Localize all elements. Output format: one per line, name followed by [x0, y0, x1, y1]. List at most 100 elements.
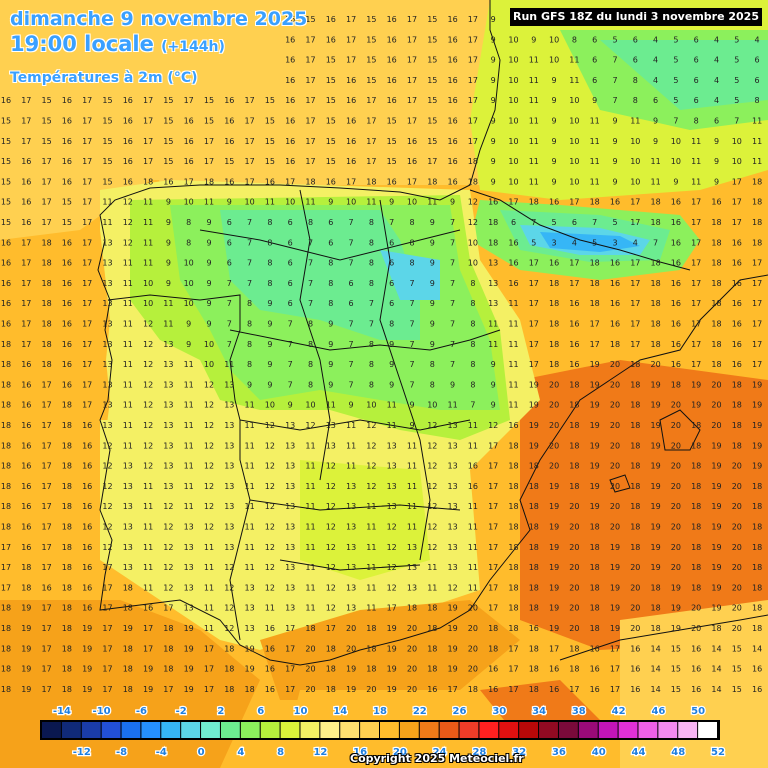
grid-temperature-value: 8: [470, 279, 475, 288]
grid-temperature-value: 11: [468, 502, 478, 511]
grid-temperature-value: 12: [427, 482, 437, 491]
grid-temperature-value: 7: [409, 380, 414, 389]
grid-temperature-value: 11: [143, 482, 153, 491]
grid-temperature-value: 20: [610, 421, 620, 430]
grid-temperature-value: 18: [326, 644, 336, 653]
grid-temperature-value: 17: [691, 198, 701, 207]
grid-temperature-value: 12: [387, 543, 397, 552]
grid-temperature-value: 9: [206, 259, 211, 268]
grid-temperature-value: 11: [143, 198, 153, 207]
grid-temperature-value: 9: [389, 340, 394, 349]
grid-temperature-value: 7: [409, 320, 414, 329]
grid-temperature-value: 16: [21, 360, 31, 369]
grid-temperature-value: 17: [305, 56, 315, 65]
grid-temperature-value: 9: [491, 96, 496, 105]
grid-temperature-value: 17: [285, 665, 295, 674]
grid-temperature-value: 20: [549, 380, 559, 389]
grid-temperature-value: 11: [651, 157, 661, 166]
grid-temperature-value: 12: [102, 482, 112, 491]
grid-temperature-value: 20: [732, 523, 742, 532]
grid-temperature-value: 16: [387, 35, 397, 44]
grid-temperature-value: 16: [82, 502, 92, 511]
grid-temperature-value: 19: [184, 644, 194, 653]
grid-temperature-value: 17: [468, 117, 478, 126]
grid-temperature-value: 13: [123, 523, 133, 532]
grid-temperature-value: 19: [590, 380, 600, 389]
grid-temperature-value: 20: [671, 482, 681, 491]
grid-temperature-value: 13: [224, 523, 234, 532]
grid-temperature-value: 9: [328, 380, 333, 389]
grid-temperature-value: 12: [427, 523, 437, 532]
grid-temperature-value: 18: [1, 523, 11, 532]
grid-temperature-value: 13: [488, 279, 498, 288]
grid-temperature-value: 9: [389, 380, 394, 389]
grid-temperature-value: 18: [366, 665, 376, 674]
grid-temperature-value: 17: [42, 604, 52, 613]
grid-temperature-value: 12: [224, 604, 234, 613]
grid-temperature-value: 17: [82, 177, 92, 186]
grid-temperature-value: 6: [694, 96, 699, 105]
grid-temperature-value: 12: [265, 583, 275, 592]
grid-temperature-value: 19: [711, 583, 721, 592]
grid-temperature-value: 19: [752, 462, 762, 471]
grid-temperature-value: 18: [305, 177, 315, 186]
grid-temperature-value: 18: [62, 441, 72, 450]
grid-temperature-value: 17: [366, 96, 376, 105]
grid-temperature-value: 8: [430, 380, 435, 389]
grid-temperature-value: 18: [123, 685, 133, 694]
grid-temperature-value: 18: [752, 523, 762, 532]
grid-temperature-value: 18: [711, 238, 721, 247]
grid-temperature-value: 17: [305, 96, 315, 105]
grid-temperature-value: 19: [21, 624, 31, 633]
legend-swatch: [320, 722, 340, 738]
grid-temperature-value: 18: [752, 624, 762, 633]
grid-temperature-value: 17: [102, 665, 112, 674]
grid-temperature-value: 16: [468, 462, 478, 471]
grid-temperature-value: 18: [630, 360, 640, 369]
grid-temperature-value: 11: [508, 360, 518, 369]
grid-temperature-value: 17: [143, 96, 153, 105]
grid-temperature-value: 18: [711, 279, 721, 288]
grid-temperature-value: 19: [549, 482, 559, 491]
grid-temperature-value: 18: [732, 380, 742, 389]
grid-temperature-value: 15: [204, 96, 214, 105]
grid-temperature-value: 17: [82, 137, 92, 146]
grid-temperature-value: 9: [267, 340, 272, 349]
grid-temperature-value: 18: [691, 462, 701, 471]
legend-label-top: 14: [333, 706, 347, 717]
grid-temperature-value: 15: [671, 685, 681, 694]
grid-temperature-value: 18: [651, 583, 661, 592]
grid-temperature-value: 15: [102, 96, 112, 105]
grid-temperature-value: 8: [247, 360, 252, 369]
grid-temperature-value: 13: [407, 563, 417, 572]
grid-temperature-value: 11: [204, 543, 214, 552]
grid-temperature-value: 16: [1, 259, 11, 268]
grid-temperature-value: 11: [691, 157, 701, 166]
grid-temperature-value: 17: [82, 117, 92, 126]
grid-temperature-value: 13: [285, 583, 295, 592]
grid-temperature-value: 17: [366, 117, 376, 126]
grid-temperature-value: 11: [305, 583, 315, 592]
grid-temperature-value: 15: [265, 157, 275, 166]
grid-temperature-value: 12: [143, 441, 153, 450]
grid-temperature-value: 5: [673, 56, 678, 65]
grid-temperature-value: 17: [285, 624, 295, 633]
grid-temperature-value: 18: [1, 441, 11, 450]
grid-temperature-value: 19: [711, 604, 721, 613]
grid-temperature-value: 16: [62, 259, 72, 268]
grid-temperature-value: 18: [204, 177, 214, 186]
grid-temperature-value: 12: [366, 421, 376, 430]
grid-temperature-value: 13: [285, 502, 295, 511]
grid-temperature-value: 12: [143, 462, 153, 471]
grid-temperature-value: 18: [1, 685, 11, 694]
grid-temperature-value: 20: [610, 380, 620, 389]
temperature-color-legend: -14 -10 -6 -2 2 6 10 14 18 22 26 30 34 38 42 46 50 -12 -8…: [40, 705, 726, 759]
grid-temperature-value: 15: [1, 198, 11, 207]
grid-temperature-value: 20: [630, 583, 640, 592]
grid-temperature-value: 13: [387, 502, 397, 511]
grid-temperature-value: 11: [305, 198, 315, 207]
grid-temperature-value: 10: [549, 35, 559, 44]
grid-temperature-value: 13: [285, 563, 295, 572]
grid-temperature-value: 10: [184, 299, 194, 308]
